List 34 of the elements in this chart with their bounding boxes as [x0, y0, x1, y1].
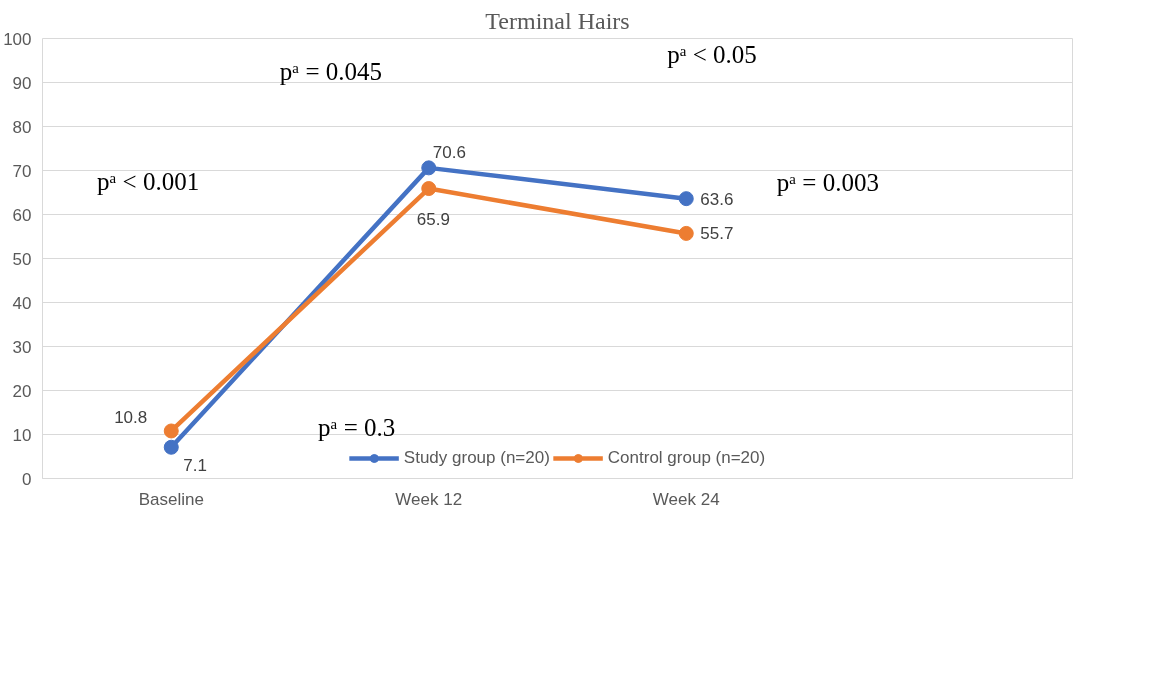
point	[421, 160, 437, 176]
annotation: pᵃ < 0.001	[96, 168, 200, 195]
y-tick-label: 100	[3, 29, 32, 49]
y-tick-label: 60	[12, 205, 32, 225]
data-label: 7.1	[183, 456, 207, 476]
legend-label: Study group (n=20)	[403, 448, 550, 468]
y-tick-label: 80	[12, 117, 32, 137]
data-label: 65.9	[416, 209, 450, 229]
point	[421, 181, 437, 197]
data-label: 55.7	[700, 224, 734, 244]
chart-title: Terminal Hairs	[485, 7, 630, 34]
y-tick-label: 70	[12, 161, 32, 181]
legend-label: Control group (n=20)	[607, 448, 766, 468]
point	[163, 423, 179, 439]
x-tick-label: Baseline	[138, 489, 204, 509]
y-tick-label: 0	[22, 469, 32, 489]
y-tick-label: 20	[12, 381, 32, 401]
y-tick-label: 30	[12, 337, 32, 357]
data-label: 63.6	[700, 189, 734, 209]
data-label: 70.6	[432, 142, 466, 162]
y-tick-label: 10	[12, 425, 32, 445]
y-tick-label: 90	[12, 73, 32, 93]
point	[163, 439, 179, 455]
point	[678, 191, 694, 207]
y-tick-label: 50	[12, 249, 32, 269]
x-tick-label: Week 24	[652, 489, 720, 509]
annotation: pᵃ = 0.045	[279, 58, 382, 85]
y-tick-label: 40	[12, 293, 32, 313]
annotation: pᵃ < 0.05	[667, 41, 757, 69]
x-tick-label: Week 12	[395, 489, 463, 509]
annotation: pᵃ = 0.003	[776, 168, 879, 196]
annotation: pᵃ = 0.3	[318, 414, 396, 442]
point	[678, 225, 694, 241]
data-label: 10.8	[114, 407, 148, 427]
